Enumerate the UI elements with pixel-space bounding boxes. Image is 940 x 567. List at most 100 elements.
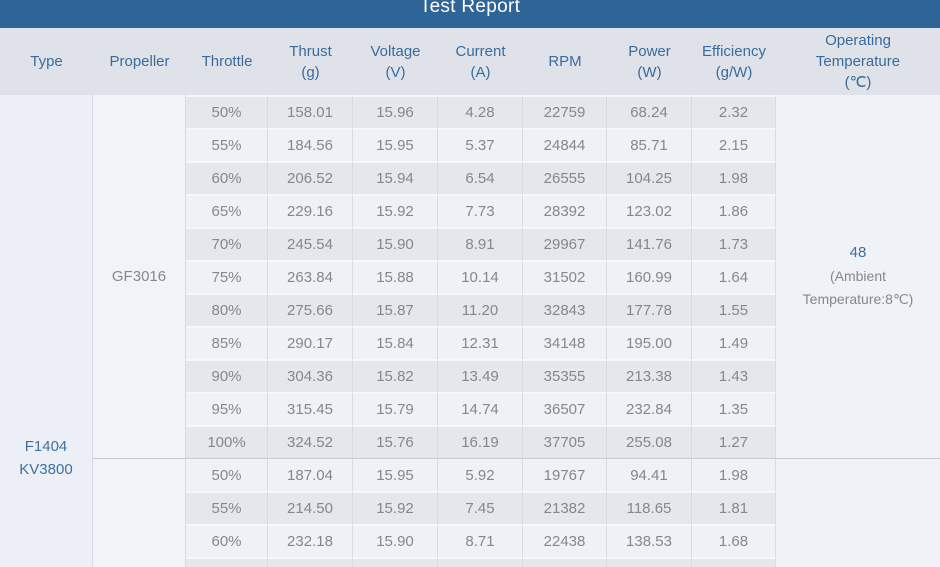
cell-voltage: 15.88 <box>353 260 438 293</box>
cell-power: 68.24 <box>607 95 692 128</box>
partial-row-cell-efficiency <box>692 557 776 567</box>
cell-voltage: 15.94 <box>353 161 438 194</box>
partial-row-cell-power <box>607 557 692 567</box>
cell-current: 5.92 <box>438 458 523 491</box>
cell-voltage: 15.76 <box>353 425 438 458</box>
cell-rpm: 37705 <box>523 425 607 458</box>
col-header-line: Propeller <box>109 53 170 70</box>
cell-current: 7.45 <box>438 491 523 524</box>
group-divider-line <box>93 458 940 459</box>
operating-temperature-cell-group1: 48 (Ambient Temperature:8℃) <box>776 95 940 458</box>
col-header-propeller: Propeller <box>93 28 186 95</box>
cell-current: 16.19 <box>438 425 523 458</box>
type-line-2: KV3800 <box>19 461 73 478</box>
cell-thrust: 158.01 <box>268 95 353 128</box>
cell-voltage: 15.90 <box>353 227 438 260</box>
cell-voltage: 15.79 <box>353 392 438 425</box>
cell-thrust: 214.50 <box>268 491 353 524</box>
col-header-line: Thrust <box>289 42 332 60</box>
col-header-line: (A) <box>470 63 491 81</box>
cell-throttle: 80% <box>186 293 268 326</box>
type-cell: F1404 KV3800 <box>0 95 93 567</box>
col-header-line: (V) <box>385 63 406 81</box>
col-header-efficiency: Efficiency (g/W) <box>692 28 776 95</box>
cell-rpm: 35355 <box>523 359 607 392</box>
cell-efficiency: 1.64 <box>692 260 776 293</box>
cell-power: 123.02 <box>607 194 692 227</box>
cell-throttle: 85% <box>186 326 268 359</box>
cell-current: 8.71 <box>438 524 523 557</box>
cell-rpm: 32843 <box>523 293 607 326</box>
cell-efficiency: 2.15 <box>692 128 776 161</box>
col-header-line: (g) <box>301 63 320 81</box>
cell-current: 4.28 <box>438 95 523 128</box>
cell-rpm: 36507 <box>523 392 607 425</box>
cell-current: 6.54 <box>438 161 523 194</box>
cell-current: 14.74 <box>438 392 523 425</box>
cell-efficiency: 1.73 <box>692 227 776 260</box>
partial-row-cell-voltage <box>353 557 438 567</box>
propeller-value: GF3016 <box>111 268 167 285</box>
cell-thrust: 324.52 <box>268 425 353 458</box>
cell-thrust: 229.16 <box>268 194 353 227</box>
col-header-line: (℃) <box>844 74 872 91</box>
propeller-cell-group2 <box>93 458 186 567</box>
cell-power: 118.65 <box>607 491 692 524</box>
cell-voltage: 15.96 <box>353 95 438 128</box>
cell-rpm: 19767 <box>523 458 607 491</box>
cell-efficiency: 1.27 <box>692 425 776 458</box>
cell-power: 177.78 <box>607 293 692 326</box>
cell-efficiency: 1.49 <box>692 326 776 359</box>
col-header-line: Type <box>30 53 63 70</box>
cell-thrust: 304.36 <box>268 359 353 392</box>
operating-temperature-cell-group2 <box>776 458 940 567</box>
cell-power: 94.41 <box>607 458 692 491</box>
cell-rpm: 22438 <box>523 524 607 557</box>
cell-thrust: 245.54 <box>268 227 353 260</box>
cell-thrust: 187.04 <box>268 458 353 491</box>
col-header-type: Type <box>0 28 93 95</box>
cell-efficiency: 1.55 <box>692 293 776 326</box>
cell-power: 195.00 <box>607 326 692 359</box>
cell-throttle: 55% <box>186 128 268 161</box>
cell-thrust: 206.52 <box>268 161 353 194</box>
col-header-line: Current <box>455 42 506 60</box>
partial-row-cell-current <box>438 557 523 567</box>
col-header-thrust: Thrust (g) <box>268 28 353 95</box>
cell-efficiency: 1.98 <box>692 161 776 194</box>
title-bar: Test Report <box>0 0 940 28</box>
col-header-line: Operating <box>825 32 891 49</box>
cell-power: 160.99 <box>607 260 692 293</box>
cell-throttle: 50% <box>186 95 268 128</box>
cell-power: 255.08 <box>607 425 692 458</box>
partial-row-cell-throttle <box>186 557 268 567</box>
col-header-operating-temperature: Operating Temperature (℃) <box>776 28 940 95</box>
cell-voltage: 15.95 <box>353 458 438 491</box>
cell-current: 13.49 <box>438 359 523 392</box>
cell-throttle: 90% <box>186 359 268 392</box>
cell-throttle: 60% <box>186 161 268 194</box>
cell-efficiency: 1.35 <box>692 392 776 425</box>
cell-throttle: 65% <box>186 194 268 227</box>
cell-rpm: 21382 <box>523 491 607 524</box>
cell-efficiency: 2.32 <box>692 95 776 128</box>
cell-voltage: 15.82 <box>353 359 438 392</box>
cell-thrust: 263.84 <box>268 260 353 293</box>
partial-row-cell-thrust <box>268 557 353 567</box>
cell-rpm: 29967 <box>523 227 607 260</box>
cell-voltage: 15.90 <box>353 524 438 557</box>
cell-voltage: 15.92 <box>353 194 438 227</box>
col-header-line: Throttle <box>201 53 253 70</box>
cell-efficiency: 1.43 <box>692 359 776 392</box>
cell-power: 213.38 <box>607 359 692 392</box>
cell-rpm: 34148 <box>523 326 607 359</box>
cell-power: 138.53 <box>607 524 692 557</box>
col-header-current: Current (A) <box>438 28 523 95</box>
cell-power: 85.71 <box>607 128 692 161</box>
type-line-1: F1404 <box>24 438 68 455</box>
cell-current: 5.37 <box>438 128 523 161</box>
cell-rpm: 31502 <box>523 260 607 293</box>
col-header-power: Power (W) <box>607 28 692 95</box>
cell-power: 141.76 <box>607 227 692 260</box>
